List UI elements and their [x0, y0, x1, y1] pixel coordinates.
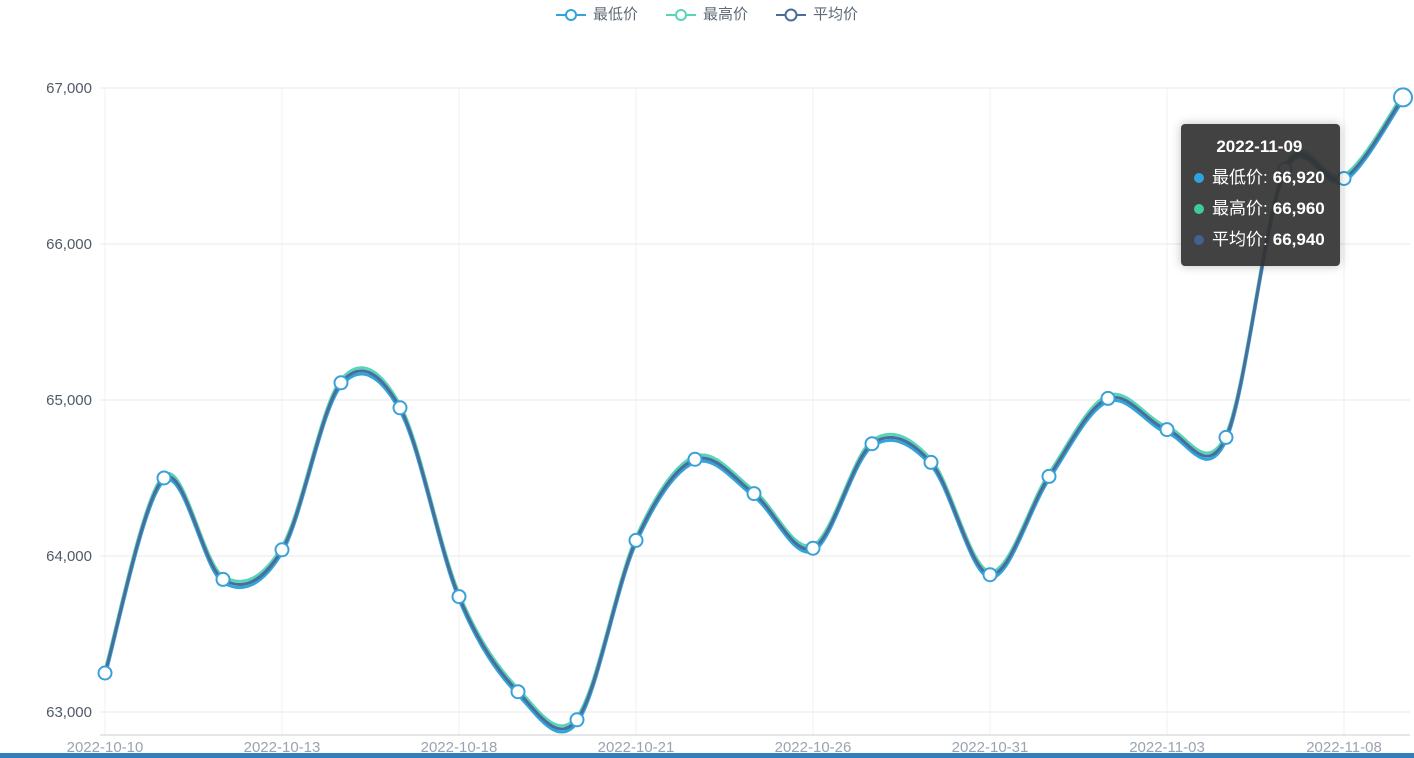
tooltip-series-value: 66,920 [1272, 168, 1325, 187]
bottom-accent-bar [0, 753, 1414, 758]
data-point-marker[interactable] [864, 436, 880, 452]
data-point-marker[interactable] [746, 486, 762, 502]
y-axis-tick-label: 64,000 [46, 548, 92, 565]
y-axis-tick-label: 65,000 [46, 392, 92, 409]
data-point-marker[interactable] [215, 571, 231, 587]
data-point-marker[interactable] [1041, 468, 1057, 484]
data-point-marker[interactable] [687, 451, 703, 467]
data-point-marker-highlighted[interactable] [1393, 87, 1413, 108]
tooltip-row-highest: 最高价: 66,960 [1194, 193, 1325, 224]
data-point-marker[interactable] [982, 567, 998, 583]
tooltip-series-label: 最高价: [1212, 199, 1268, 218]
tooltip-series-value: 66,960 [1272, 199, 1325, 218]
tooltip-row-lowest: 最低价: 66,920 [1194, 162, 1325, 193]
data-point-marker[interactable] [451, 589, 467, 605]
highest-price-series-dot-icon [1194, 203, 1204, 214]
x-axis-tick-label: 2022-10-13 [244, 739, 321, 756]
data-point-marker[interactable] [628, 532, 644, 548]
line-circle-marker-icon [555, 8, 586, 22]
y-axis-tick-label: 67,000 [46, 80, 92, 97]
legend-label: 最低价 [592, 6, 638, 23]
data-point-marker[interactable] [805, 540, 821, 556]
legend-item-average-price[interactable]: 平均价 [776, 4, 858, 26]
data-point-marker[interactable] [97, 665, 113, 681]
x-axis-tick-label: 2022-10-31 [952, 739, 1029, 756]
lowest-price-series-dot-icon [1194, 172, 1204, 183]
legend-label: 平均价 [813, 6, 859, 23]
x-axis-tick-label: 2022-10-26 [775, 739, 852, 756]
data-point-marker[interactable] [274, 542, 290, 558]
line-circle-marker-icon [776, 8, 806, 22]
legend-item-lowest-price[interactable]: 最低价 [555, 4, 638, 26]
data-point-marker[interactable] [1159, 422, 1175, 438]
data-point-marker[interactable] [333, 375, 349, 391]
tooltip-date: 2022-11-09 [1216, 137, 1303, 156]
x-axis-tick-label: 2022-10-10 [67, 739, 144, 756]
data-point-marker[interactable] [923, 454, 939, 470]
chart-legend: 最低价 最高价 平均价 [0, 4, 1414, 26]
x-axis-tick-label: 2022-11-03 [1129, 739, 1205, 756]
data-point-marker[interactable] [1218, 429, 1234, 445]
series-line [103, 95, 1405, 731]
y-axis-tick-label: 63,000 [46, 704, 92, 721]
x-axis-tick-label: 2022-10-21 [598, 739, 675, 756]
tooltip-series-label: 平均价: [1212, 230, 1268, 249]
data-point-marker[interactable] [156, 470, 172, 486]
x-axis-tick-label: 2022-11-08 [1306, 739, 1382, 756]
data-point-marker[interactable] [392, 400, 408, 416]
x-axis-tick-label: 2022-10-18 [421, 739, 498, 756]
data-point-marker[interactable] [569, 712, 585, 728]
average-price-series-dot-icon [1194, 234, 1204, 245]
data-point-marker[interactable] [1100, 390, 1116, 406]
chart-tooltip: 2022-11-09 最低价: 66,920 最高价: 66,960 平均价: … [1181, 124, 1340, 266]
data-point-marker[interactable] [510, 684, 526, 700]
legend-item-highest-price[interactable]: 最高价 [665, 4, 748, 26]
legend-label: 最高价 [702, 6, 748, 23]
tooltip-series-value: 66,940 [1272, 230, 1325, 249]
y-axis-tick-label: 66,000 [46, 236, 92, 253]
line-circle-marker-icon [665, 8, 696, 22]
tooltip-series-label: 最低价: [1212, 168, 1268, 187]
tooltip-row-average: 平均价: 66,940 [1194, 224, 1325, 255]
